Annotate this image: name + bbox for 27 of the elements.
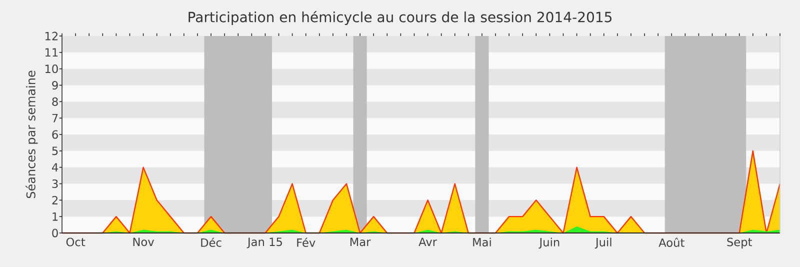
x-tick-label: Jan 15 — [246, 238, 282, 248]
y-tick-label: 2 — [52, 196, 58, 204]
x-tick-label: Avr — [418, 238, 438, 246]
x-tick-label: Juin — [538, 238, 560, 249]
y-tick-label: 9 — [52, 80, 58, 90]
x-tick-label: Mai — [473, 238, 491, 246]
x-tick-label: Oct — [66, 238, 86, 246]
y-tick-label: 6 — [52, 130, 58, 139]
x-tick-label: Nov — [133, 238, 154, 246]
x-tick-label: Déc — [201, 238, 222, 247]
y-tick-label: 12 — [45, 32, 58, 40]
y-tick-label: 1 — [52, 212, 58, 221]
y-tick-label: 3 — [52, 179, 58, 188]
x-tick-label: Juil — [594, 238, 612, 249]
y-axis-title: Séances par semaine — [26, 70, 38, 198]
y-tick-label: 7 — [52, 114, 58, 122]
y-tick-label: 5 — [52, 146, 58, 156]
y-tick-label: 4 — [52, 163, 58, 172]
y-tick-label: 0 — [52, 228, 58, 238]
y-tick-label: 10 — [45, 64, 58, 74]
x-tick-label: Fév — [297, 238, 316, 247]
x-tick-label: Sept — [727, 238, 752, 248]
chart-title: Participation en hémicycle au cours de la session 2014-2015 — [188, 10, 612, 26]
y-tick-label: 11 — [45, 48, 58, 57]
y-tick-label: 8 — [52, 97, 58, 106]
x-tick-label: Mar — [350, 238, 371, 246]
x-tick-label: Août — [658, 238, 684, 247]
